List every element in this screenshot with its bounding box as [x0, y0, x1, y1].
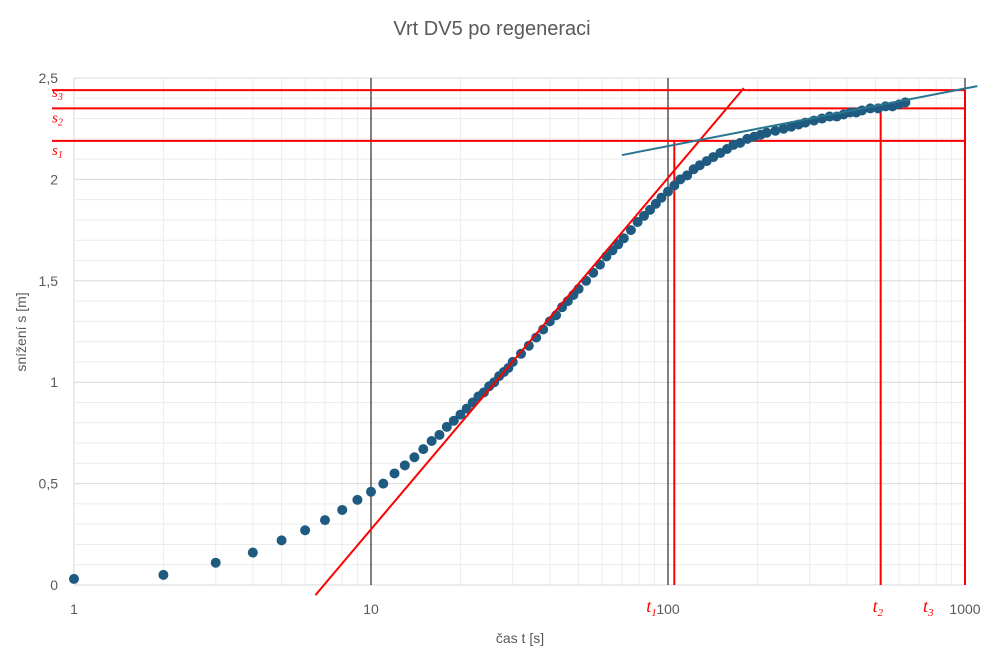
data-point: [663, 186, 673, 197]
x-tick-label: 1: [70, 601, 78, 617]
x-tick-label: 100: [656, 601, 680, 617]
data-point: [538, 324, 549, 335]
data-point: [366, 486, 376, 497]
fit-line-red: [314, 87, 745, 596]
data-point: [276, 535, 287, 546]
data-point: [210, 557, 221, 568]
data-point: [441, 421, 452, 432]
data-point: [389, 468, 400, 479]
data-point: [337, 504, 348, 515]
reference-lines: [52, 89, 966, 585]
data-point: [352, 494, 363, 505]
data-point: [523, 340, 534, 351]
y-tick-label: 0,5: [39, 476, 59, 492]
data-point: [434, 429, 445, 440]
data-point: [632, 216, 643, 227]
hline-label-s2: s2: [52, 110, 63, 128]
fit-lines: [314, 85, 978, 596]
data-point: [247, 547, 258, 558]
hline-label-s1: s1: [52, 143, 63, 161]
data-point: [319, 515, 330, 526]
data-point: [625, 225, 636, 236]
data-point: [158, 569, 169, 580]
data-point: [656, 192, 667, 203]
y-tick-label: 2: [50, 171, 58, 187]
data-point: [531, 332, 542, 343]
data-point: [581, 275, 592, 286]
data-point: [418, 444, 429, 455]
data-point: [455, 409, 466, 420]
y-tick-label: 1,5: [39, 273, 59, 289]
x-tick-label: 1000: [949, 601, 980, 617]
data-point: [399, 460, 410, 471]
x-tick-label: 10: [363, 601, 379, 617]
vline-label-t1: t1: [646, 596, 657, 619]
tick-labels: 1 10 100 1000 0 0,5 1 1,5 2 2,5: [39, 70, 981, 617]
grid: [73, 77, 966, 586]
data-point: [761, 127, 772, 138]
data-point: [778, 123, 789, 134]
vline-label-t2: t2: [873, 596, 884, 619]
data-point: [69, 573, 79, 584]
data-point: [426, 436, 437, 447]
data-point: [378, 478, 389, 489]
y-tick-label: 0: [50, 577, 58, 593]
chart-title: Vrt DV5 po regeneraci: [393, 18, 590, 40]
reference-labels: s3 s2 s1 t1 t2 t3: [52, 85, 934, 619]
y-tick-label: 1: [50, 374, 58, 390]
data-point: [682, 170, 693, 181]
fit-line-teal: [621, 85, 978, 157]
data-point: [461, 403, 472, 414]
data-point: [409, 452, 420, 463]
data-point: [544, 316, 555, 327]
data-point: [770, 125, 781, 136]
data-point: [618, 233, 629, 244]
x-axis-label: čas t [s]: [496, 630, 544, 646]
hline-label-s3: s3: [52, 85, 63, 103]
data-point: [448, 415, 459, 426]
vline-label-t3: t3: [923, 596, 934, 619]
data-point: [669, 180, 680, 191]
data-point: [300, 525, 311, 536]
y-axis-label: snížení s [m]: [13, 292, 29, 371]
data-point: [638, 210, 649, 221]
y-tick-label: 2,5: [39, 70, 59, 86]
